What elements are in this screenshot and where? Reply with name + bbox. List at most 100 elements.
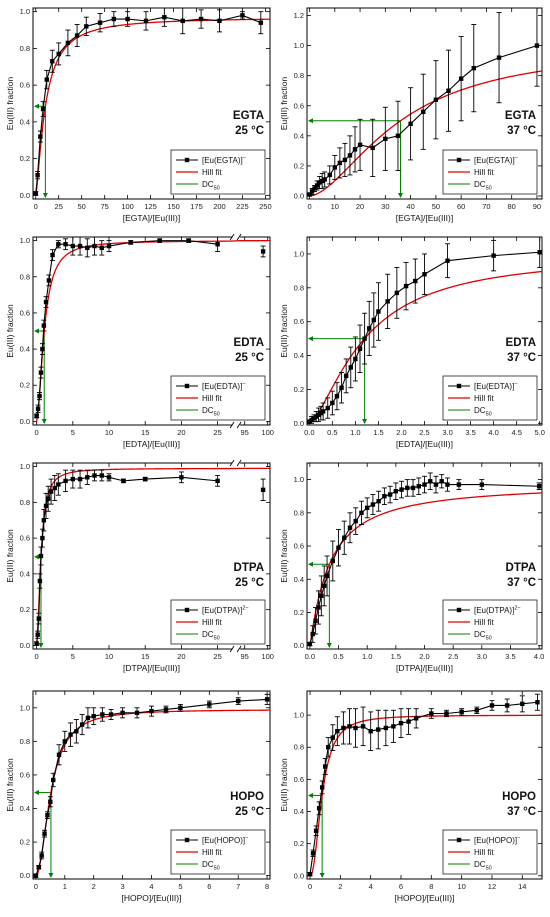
data-point (376, 309, 381, 314)
legend-data-label: [Eu(EGTA)]− (202, 156, 246, 166)
chart-panel-5: 0.0 0.2 0.4 0.6 0.8 1.0 0 5 10 15 20 25 95 100 [DTPA]/… (5, 459, 274, 673)
dc50-down-arrowhead (397, 193, 403, 198)
panel-title: DTPA (234, 562, 264, 574)
x-tick-label: 0.5 (327, 428, 337, 437)
data-point (335, 728, 340, 734)
data-point (36, 616, 41, 621)
data-point (40, 535, 45, 541)
y-tick-label: 0.6 (294, 775, 304, 784)
x-tick-label: 250 (259, 202, 272, 211)
data-point (50, 252, 55, 258)
data-point (348, 365, 353, 370)
legend-dc50-label: DC50 (474, 406, 492, 418)
legend-data-marker (456, 383, 462, 389)
data-point (56, 752, 62, 757)
data-point (106, 243, 112, 249)
x-tick-label: 0 (34, 882, 38, 891)
data-point (157, 238, 162, 243)
x-tick-label: 4 (149, 882, 153, 891)
data-point (364, 505, 370, 511)
x-tick-label: 3.0 (442, 428, 452, 437)
data-point (85, 245, 90, 251)
x-tick-label: 60 (457, 202, 465, 211)
data-point (125, 16, 130, 22)
data-point (422, 482, 427, 487)
panel-subtitle: 25 °C (235, 352, 264, 364)
x-tick-label: 2 (92, 882, 96, 891)
data-point (376, 727, 381, 732)
data-point (324, 573, 330, 579)
y-tick-label: 0.6 (20, 770, 30, 779)
data-point (479, 482, 485, 487)
data-point (370, 502, 376, 507)
y-tick-label: 1.0 (20, 236, 30, 245)
plot-area (34, 467, 270, 648)
legend-data-marker (184, 157, 190, 163)
x-axis-label: [DTPA]/[Eu(III)] (123, 663, 180, 673)
data-point (316, 806, 322, 811)
data-point (70, 243, 76, 249)
y-tick-label: 0.2 (20, 381, 30, 390)
data-point (128, 240, 133, 245)
legend-data-marker (184, 607, 190, 613)
x-axis-label: [EGTA]/[Eu(III)] (396, 213, 453, 223)
data-point (215, 242, 220, 247)
y-tick-label: 0.8 (294, 743, 304, 752)
data-point (405, 485, 410, 491)
x-tick-label: 2 (338, 882, 342, 891)
legend-data-marker (456, 837, 462, 843)
data-point (337, 160, 343, 166)
data-point (439, 479, 444, 484)
legend-fit-label: Hill fit (474, 848, 494, 857)
y-tick-label: 0.2 (294, 839, 304, 848)
y-tick-label: 0.6 (20, 81, 30, 90)
data-point (45, 813, 50, 818)
data-point (399, 487, 404, 492)
plot-area (307, 693, 542, 878)
data-point (236, 698, 241, 704)
x-tick-label: 2.5 (419, 428, 429, 437)
hill-fit-curve (309, 270, 542, 424)
data-point (111, 16, 117, 22)
data-point (56, 482, 61, 487)
y-axis-label: Eu(III) fraction (279, 304, 289, 358)
data-point (334, 394, 340, 399)
y-tick-label: 0.0 (294, 641, 304, 650)
y-tick-label: 0.0 (20, 871, 30, 880)
axis-break-gap-top (232, 235, 241, 239)
y-tick-label: 1.0 (294, 41, 304, 50)
data-point (121, 478, 126, 484)
x-tick-label: 125 (144, 202, 157, 211)
x-tick-label: 150 (167, 202, 180, 211)
legend-dc50-label: DC50 (202, 180, 220, 192)
panel-subtitle: 25 °C (235, 125, 264, 137)
data-point (357, 346, 363, 351)
chart-panel-7: 0.0 0.2 0.4 0.6 0.8 1.0 0 1 2 3 4 5 6 7 8 [HOPO]/[Eu(II… (5, 690, 271, 903)
legend-data-marker (184, 837, 190, 843)
data-point (63, 242, 68, 247)
data-point (186, 238, 191, 243)
x-tick-label: 2.5 (448, 652, 458, 661)
data-point (413, 716, 419, 721)
panel-title: HOPO (230, 791, 264, 803)
data-point (258, 20, 264, 25)
plot-area (33, 693, 270, 878)
data-point (92, 473, 97, 478)
data-point (383, 136, 388, 142)
legend: [Eu(HOPO)]− Hill fit DC50 (442, 829, 538, 875)
x-tick-label: 10 (331, 202, 339, 211)
data-point (398, 720, 404, 726)
data-point (536, 484, 542, 489)
data-point (360, 724, 366, 729)
x-tick-label: 4.0 (534, 652, 544, 661)
hill-fit-curve (36, 467, 270, 646)
data-point (489, 703, 495, 708)
x-tick-label: 4.5 (511, 428, 521, 437)
dc50-left-arrowhead (308, 336, 313, 342)
x-tick-label: 70 (482, 202, 490, 211)
x-tick-label: 95 (241, 652, 249, 661)
y-tick-label: 0.8 (20, 737, 30, 746)
data-point (339, 385, 344, 390)
data-point (471, 65, 476, 71)
data-point (368, 728, 373, 734)
